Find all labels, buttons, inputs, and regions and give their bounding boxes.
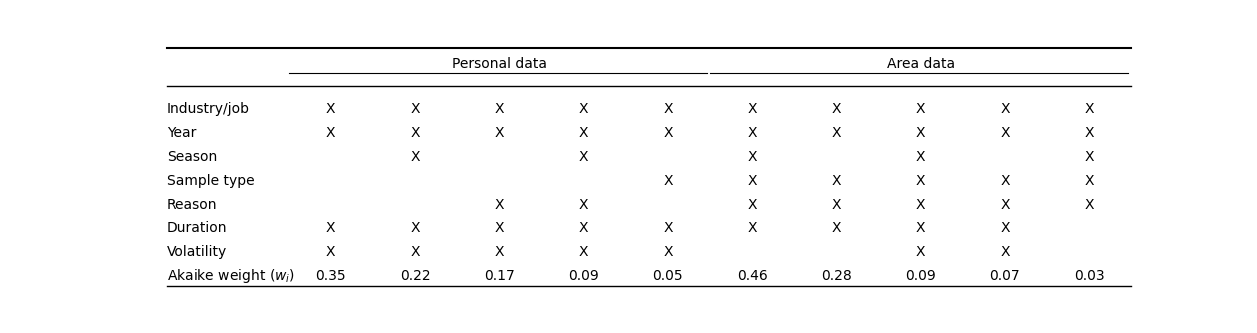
- Text: X: X: [410, 150, 420, 164]
- Text: Season: Season: [167, 150, 217, 164]
- Text: X: X: [494, 126, 504, 140]
- Text: X: X: [748, 197, 757, 211]
- Text: Akaike weight ($w_i$): Akaike weight ($w_i$): [167, 267, 295, 285]
- Text: X: X: [664, 126, 672, 140]
- Text: X: X: [1001, 174, 1009, 188]
- Text: X: X: [916, 174, 925, 188]
- Text: 0.46: 0.46: [737, 269, 768, 283]
- Text: 0.09: 0.09: [905, 269, 936, 283]
- Text: X: X: [326, 221, 336, 235]
- Text: X: X: [1085, 150, 1094, 164]
- Text: 0.28: 0.28: [821, 269, 852, 283]
- Text: X: X: [494, 197, 504, 211]
- Text: X: X: [410, 245, 420, 259]
- Text: X: X: [1001, 221, 1009, 235]
- Text: X: X: [578, 221, 588, 235]
- Text: X: X: [916, 197, 925, 211]
- Text: X: X: [578, 245, 588, 259]
- Text: X: X: [832, 197, 841, 211]
- Text: X: X: [326, 126, 336, 140]
- Text: Year: Year: [167, 126, 196, 140]
- Text: X: X: [748, 126, 757, 140]
- Text: Duration: Duration: [167, 221, 228, 235]
- Text: X: X: [1085, 102, 1094, 116]
- Text: Area data: Area data: [886, 57, 955, 71]
- Text: X: X: [832, 221, 841, 235]
- Text: X: X: [494, 102, 504, 116]
- Text: X: X: [748, 102, 757, 116]
- Text: X: X: [1085, 126, 1094, 140]
- Text: X: X: [664, 174, 672, 188]
- Text: X: X: [494, 221, 504, 235]
- Text: 0.17: 0.17: [484, 269, 514, 283]
- Text: 0.03: 0.03: [1073, 269, 1105, 283]
- Text: X: X: [748, 150, 757, 164]
- Text: X: X: [916, 102, 925, 116]
- Text: Personal data: Personal data: [451, 57, 547, 71]
- Text: X: X: [1001, 197, 1009, 211]
- Text: 0.05: 0.05: [652, 269, 683, 283]
- Text: X: X: [410, 126, 420, 140]
- Text: X: X: [832, 174, 841, 188]
- Text: X: X: [916, 221, 925, 235]
- Text: X: X: [916, 245, 925, 259]
- Text: X: X: [916, 150, 925, 164]
- Text: Sample type: Sample type: [167, 174, 254, 188]
- Text: X: X: [1001, 245, 1009, 259]
- Text: 0.09: 0.09: [568, 269, 598, 283]
- Text: X: X: [1001, 102, 1009, 116]
- Text: Volatility: Volatility: [167, 245, 228, 259]
- Text: X: X: [664, 221, 672, 235]
- Text: 0.35: 0.35: [316, 269, 346, 283]
- Text: X: X: [326, 245, 336, 259]
- Text: X: X: [664, 245, 672, 259]
- Text: X: X: [664, 102, 672, 116]
- Text: Reason: Reason: [167, 197, 217, 211]
- Text: X: X: [748, 174, 757, 188]
- Text: X: X: [326, 102, 336, 116]
- Text: X: X: [1085, 197, 1094, 211]
- Text: X: X: [494, 245, 504, 259]
- Text: X: X: [410, 102, 420, 116]
- Text: X: X: [578, 197, 588, 211]
- Text: X: X: [832, 102, 841, 116]
- Text: Industry/job: Industry/job: [167, 102, 250, 116]
- Text: X: X: [410, 221, 420, 235]
- Text: X: X: [1085, 174, 1094, 188]
- Text: X: X: [1001, 126, 1009, 140]
- Text: X: X: [578, 102, 588, 116]
- Text: X: X: [578, 126, 588, 140]
- Text: 0.22: 0.22: [400, 269, 430, 283]
- Text: X: X: [748, 221, 757, 235]
- Text: X: X: [916, 126, 925, 140]
- Text: X: X: [578, 150, 588, 164]
- Text: X: X: [832, 126, 841, 140]
- Text: 0.07: 0.07: [989, 269, 1021, 283]
